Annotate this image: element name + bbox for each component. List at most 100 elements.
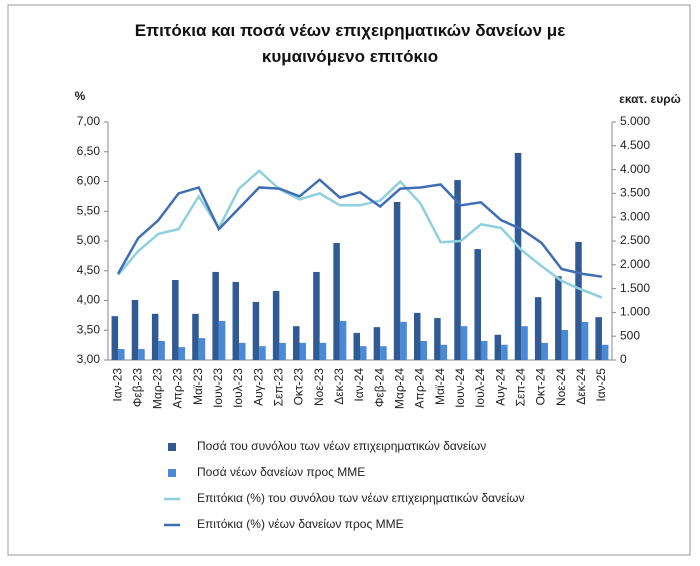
x-tick-label: Δεκ-24 — [574, 368, 588, 405]
bar — [192, 313, 199, 360]
legend-label: Επιτόκια (%) του συνόλου των νέων επιχει… — [197, 491, 525, 505]
legend-label: Ποσά νέων δανείων προς ΜΜΕ — [197, 465, 365, 479]
legend-label: Επιτόκια (%) νέων δανείων προς ΜΜΕ — [197, 517, 404, 531]
x-tick-label: Φεβ-23 — [130, 368, 144, 407]
bar — [198, 338, 206, 360]
y2-tick-label: 500 — [620, 328, 640, 342]
y-tick-label: 6,50 — [77, 144, 101, 158]
y2-tick-label: 1.000 — [620, 305, 650, 319]
chart-title: Επιτόκια και ποσά νέων επιχειρηματικών δ… — [134, 21, 566, 66]
bar — [319, 342, 327, 360]
legend-swatch — [168, 469, 176, 477]
bar — [353, 332, 360, 360]
bar — [494, 334, 502, 360]
x-tick-label: Μαϊ-24 — [433, 368, 447, 405]
legend-swatch — [168, 443, 176, 451]
x-tick-label: Αυγ-23 — [251, 368, 265, 406]
bar — [454, 180, 461, 360]
bar — [601, 344, 609, 360]
bar — [259, 346, 266, 360]
bar — [521, 326, 528, 360]
x-tick-label: Ιουλ-24 — [473, 368, 487, 408]
y-tick-label: 7,00 — [77, 114, 101, 128]
x-tick-label: Δεκ-23 — [332, 368, 346, 405]
bar — [138, 349, 145, 360]
bar — [333, 242, 340, 360]
y-tick-label: 4,50 — [77, 263, 101, 277]
bar — [178, 347, 186, 360]
y2-tick-label: 1.500 — [620, 281, 650, 295]
y2-tick-label: 5.000 — [620, 114, 650, 128]
y2-axis-label: εκατ. ευρώ — [619, 92, 681, 106]
bar — [360, 346, 367, 360]
bar — [561, 330, 569, 360]
bar — [252, 301, 260, 360]
chart-frame — [7, 4, 691, 556]
x-tick-label: Ιουν-24 — [453, 368, 467, 408]
x-tick-label: Φεβ-24 — [372, 368, 386, 407]
y2-tick-label: 2.000 — [620, 257, 650, 271]
bar — [111, 316, 119, 360]
bar — [339, 320, 347, 360]
bar — [272, 290, 280, 360]
bar — [413, 312, 421, 360]
x-tick-label: Ιουλ-23 — [231, 368, 245, 408]
x-tick-label: Σεπ-23 — [272, 368, 286, 407]
legend-label: Ποσά του συνόλου των νέων επιχειρηματικώ… — [197, 439, 486, 453]
y-tick-label: 6,00 — [77, 174, 101, 188]
bar — [131, 300, 139, 360]
y2-tick-label: 4.000 — [620, 162, 650, 176]
bar — [118, 349, 125, 360]
y2-tick-label: 3.500 — [620, 186, 650, 200]
bar — [434, 318, 441, 360]
y-tick-label: 3,00 — [77, 352, 101, 366]
bar — [400, 321, 407, 360]
x-tick-label: Μαρ-23 — [151, 368, 165, 409]
bar — [474, 249, 481, 360]
x-tick-label: Μαϊ-23 — [191, 368, 205, 405]
bar — [172, 280, 179, 360]
bar — [534, 297, 542, 360]
bar — [393, 201, 401, 360]
y-axis-label: % — [75, 89, 86, 103]
x-tick-label: Οκτ-23 — [292, 368, 306, 406]
x-tick-label: Απρ-24 — [413, 368, 427, 409]
x-tick-label: Σεπ-24 — [513, 368, 527, 407]
y-tick-label: 5,50 — [77, 203, 101, 217]
bar — [158, 340, 165, 360]
y2-tick-label: 4.500 — [620, 138, 650, 152]
x-tick-label: Οκτ-24 — [534, 368, 548, 406]
x-tick-label: Ιαν-24 — [352, 368, 366, 402]
bar — [460, 326, 468, 360]
bar — [420, 340, 427, 360]
bar — [239, 342, 246, 360]
x-tick-label: Μαρ-24 — [392, 368, 406, 409]
bar — [514, 152, 522, 360]
bar — [555, 276, 562, 360]
bar — [575, 241, 582, 360]
x-tick-label: Ιαν-25 — [594, 368, 608, 402]
y-tick-label: 3,50 — [77, 322, 101, 336]
y-tick-label: 5,00 — [77, 233, 101, 247]
y2-tick-label: 2.500 — [620, 233, 650, 247]
bar — [212, 271, 219, 360]
x-tick-label: Απρ-23 — [171, 368, 185, 409]
bar — [380, 346, 387, 360]
x-tick-label: Ιουν-23 — [211, 368, 225, 408]
bar — [581, 321, 589, 360]
line — [116, 178, 603, 278]
bar — [232, 281, 240, 360]
line — [117, 169, 603, 299]
y2-tick-label: 3.000 — [620, 209, 650, 223]
bar — [151, 313, 159, 360]
x-tick-label: Νοε-24 — [554, 368, 568, 406]
bar — [279, 342, 286, 360]
x-tick-label: Ιαν-23 — [110, 368, 124, 402]
bar — [218, 320, 226, 360]
bar — [299, 342, 307, 360]
x-tick-label: Αυγ-24 — [493, 368, 507, 406]
bar — [313, 271, 320, 360]
bar — [293, 326, 300, 360]
